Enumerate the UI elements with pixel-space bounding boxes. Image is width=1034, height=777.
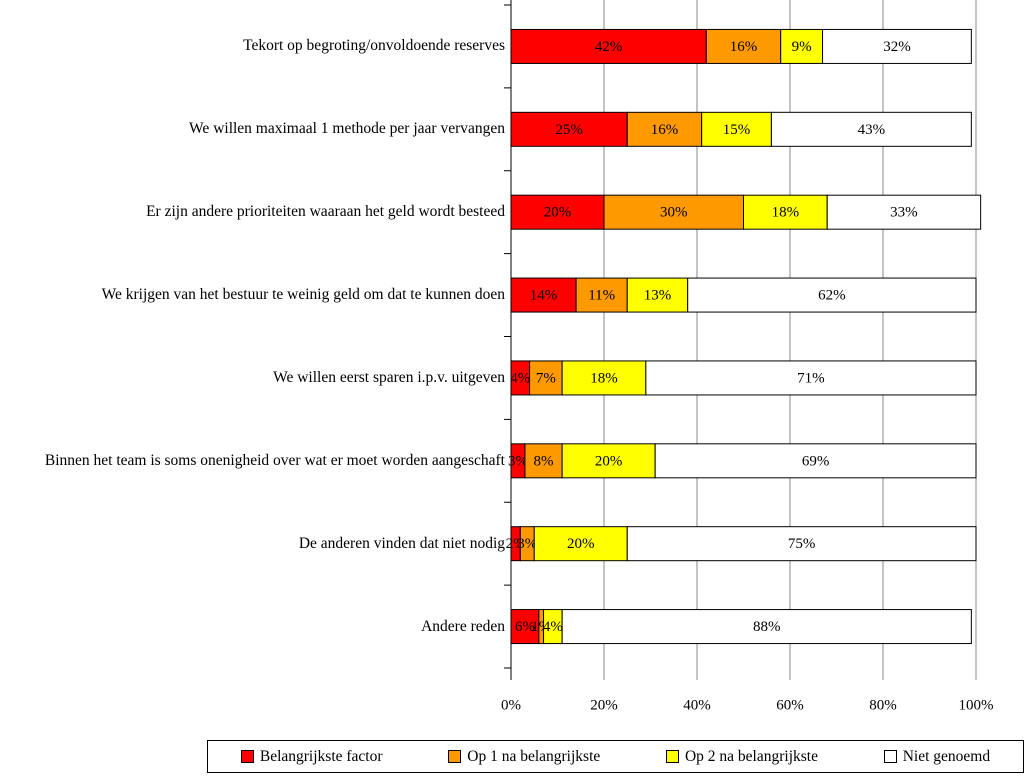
data-label: 62% (818, 288, 846, 304)
data-label: 43% (858, 122, 886, 138)
data-label: 4% (543, 619, 563, 635)
data-label: 32% (883, 39, 911, 55)
bar-segment (626, 111, 703, 147)
legend-label: Belangrijkste factor (259, 747, 383, 765)
legend-label: Niet genoemd (902, 747, 991, 765)
bar-segment (687, 277, 977, 313)
bar-segment (561, 443, 656, 479)
bar-segment (510, 609, 540, 645)
legend-swatch (448, 750, 462, 763)
data-label: 71% (797, 370, 825, 386)
bar-segment (561, 360, 647, 396)
legend-swatch (240, 750, 254, 763)
data-label: 3% (508, 453, 528, 469)
bar-segment (701, 111, 772, 147)
data-label: 75% (788, 536, 816, 552)
data-label: 88% (753, 619, 781, 635)
bar-segment (626, 526, 977, 562)
data-label: 18% (772, 205, 800, 221)
bar-segment (743, 194, 828, 230)
bar-segment (510, 277, 577, 313)
data-label: 6% (515, 619, 535, 635)
bar-segment (510, 194, 605, 230)
category-label: De anderen vinden dat niet nodig (298, 534, 505, 552)
category-label: Er zijn andere prioriteiten waaraan het … (146, 203, 505, 221)
data-label: 11% (588, 288, 615, 304)
bar-segment (529, 360, 563, 396)
legend-item: Belangrijkste factor (240, 747, 383, 766)
data-label: 3% (517, 536, 537, 552)
data-label: 25% (555, 122, 583, 138)
legend-item: Niet genoemd (883, 747, 991, 766)
legend-swatch (665, 750, 679, 763)
data-label: 20% (567, 536, 595, 552)
legend-item: Op 1 na belangrijkste (448, 748, 600, 766)
bar-segment (822, 28, 972, 64)
bar-segment (770, 111, 972, 147)
data-label: 8% (534, 453, 554, 469)
bar-segment (575, 277, 628, 313)
data-label: 30% (660, 205, 688, 221)
data-label: 7% (536, 370, 556, 386)
bar-segment (780, 28, 824, 64)
legend-item: Op 2 na belangrijkste (665, 747, 818, 766)
data-label: 42% (595, 39, 623, 55)
legend-swatch (883, 750, 897, 763)
x-tick-label: 80% (869, 697, 897, 713)
x-tick-label: 20% (590, 697, 618, 713)
bar-segment (561, 609, 972, 645)
bar-segment (533, 526, 628, 562)
data-label: 69% (802, 453, 830, 469)
bar-segment (510, 28, 707, 64)
data-label: 9% (792, 39, 812, 55)
data-label: 20% (544, 205, 572, 221)
data-label: 13% (644, 288, 672, 304)
category-label: We krijgen van het bestuur te weinig gel… (101, 286, 505, 304)
category-label: We willen eerst sparen i.p.v. uitgeven (273, 368, 505, 386)
x-tick-label: 40% (683, 697, 711, 713)
bar-segment (510, 111, 628, 147)
data-label: 4% (510, 370, 530, 386)
legend-label: Op 1 na belangrijkste (467, 747, 601, 765)
data-label: 18% (590, 370, 618, 386)
category-label: Binnen het team is soms onenigheid over … (44, 451, 505, 469)
legend-label: Op 2 na belangrijkste (684, 747, 818, 765)
category-label: Andere reden (421, 617, 505, 635)
bar-segment (645, 360, 977, 396)
bar-segment (826, 194, 982, 230)
category-label: Tekort op begroting/onvoldoende reserves (243, 37, 505, 55)
data-label: 20% (595, 453, 623, 469)
data-label: 15% (723, 122, 751, 138)
data-label: 33% (890, 205, 918, 221)
legend: Belangrijkste factor Op 1 na belangrijkst… (207, 740, 1024, 773)
x-tick-label: 60% (776, 697, 804, 713)
data-label: 14% (530, 288, 558, 304)
category-label: We willen maximaal 1 methode per jaar ve… (189, 120, 505, 138)
data-label: 16% (651, 122, 679, 138)
x-tick-label: 100% (959, 697, 994, 713)
data-label: 16% (730, 39, 758, 55)
bar-segment (654, 443, 977, 479)
x-tick-label: 0% (501, 697, 521, 713)
